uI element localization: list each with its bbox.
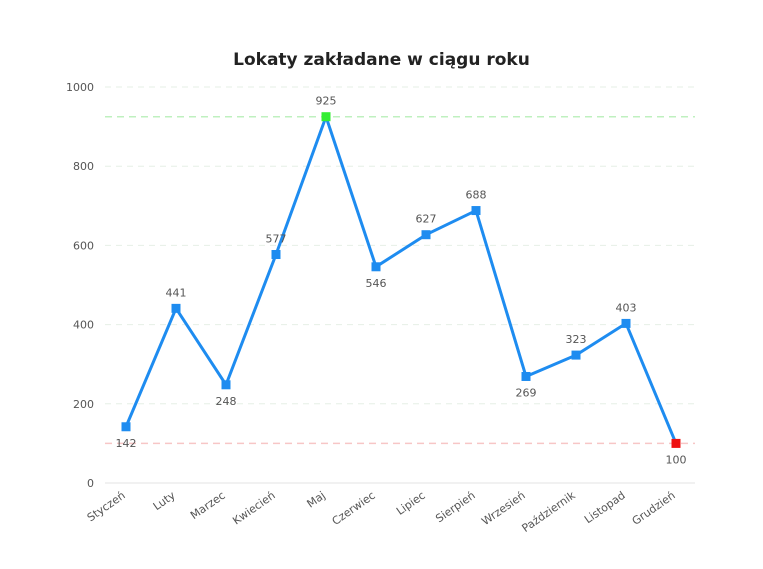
x-tick-label: Styczeń [85, 489, 128, 525]
x-tick-label: Czerwiec [330, 489, 378, 528]
data-label: 688 [466, 189, 487, 202]
data-label: 441 [166, 286, 187, 299]
data-label-layer: 142 441 248 577 925 546 627 688 269 323 403 100 [116, 95, 687, 467]
y-tick-label: 200 [73, 398, 94, 411]
data-label: 577 [266, 233, 287, 246]
data-point [271, 250, 281, 260]
data-label: 627 [416, 213, 437, 226]
x-tick-label: Sierpień [433, 489, 477, 526]
data-point [121, 422, 131, 432]
data-point [371, 262, 381, 272]
series-layer [121, 112, 681, 448]
x-tick-label: Luty [151, 489, 178, 514]
x-tick-label: Listopad [582, 489, 628, 526]
data-point [171, 303, 181, 313]
data-label: 403 [616, 301, 637, 314]
y-tick-label: 0 [87, 477, 94, 490]
reference-lines [105, 115, 695, 445]
data-point [221, 380, 231, 390]
y-tick-label: 800 [73, 160, 94, 173]
data-point [571, 350, 581, 360]
data-point [671, 438, 681, 448]
x-tick-label: Marzec [188, 489, 228, 522]
x-tick-label: Lipiec [394, 489, 428, 518]
data-point [621, 318, 631, 328]
series-line [124, 115, 678, 444]
y-tick-label: 400 [73, 319, 94, 332]
data-label: 546 [366, 277, 387, 290]
y-tick-label: 600 [73, 239, 94, 252]
data-point [521, 371, 531, 381]
x-tick-label: Grudzień [630, 489, 678, 528]
y-tick-label: 1000 [66, 81, 94, 94]
x-tick-label: Wrzesień [479, 489, 527, 528]
x-tick-label: Październik [520, 488, 579, 535]
data-point [471, 206, 481, 216]
data-label: 142 [116, 437, 137, 450]
data-label: 323 [566, 333, 587, 346]
x-tick-label: Maj [304, 489, 327, 511]
chart-title: Lokaty zakładane w ciągu roku [233, 50, 530, 70]
axis-layer: 0 200 400 600 800 1000 Styczeń Luty Marzec Kwieci… [66, 81, 695, 535]
data-label: 269 [516, 386, 537, 399]
data-point [321, 112, 331, 122]
data-point [421, 230, 431, 240]
data-label: 925 [316, 95, 337, 108]
data-label: 100 [666, 453, 687, 466]
data-label: 248 [216, 395, 237, 408]
x-tick-label: Kwiecień [230, 489, 278, 528]
grid-layer [105, 86, 695, 405]
